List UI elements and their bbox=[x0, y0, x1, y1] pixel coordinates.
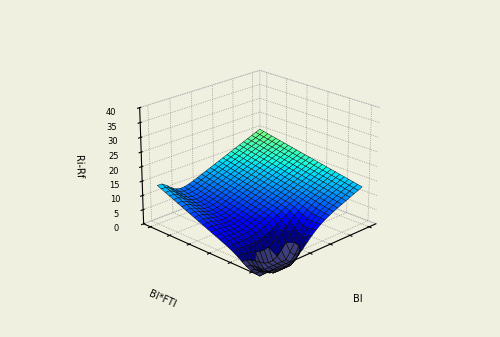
X-axis label: BI: BI bbox=[352, 294, 362, 304]
Y-axis label: BI*FTI: BI*FTI bbox=[147, 289, 177, 310]
